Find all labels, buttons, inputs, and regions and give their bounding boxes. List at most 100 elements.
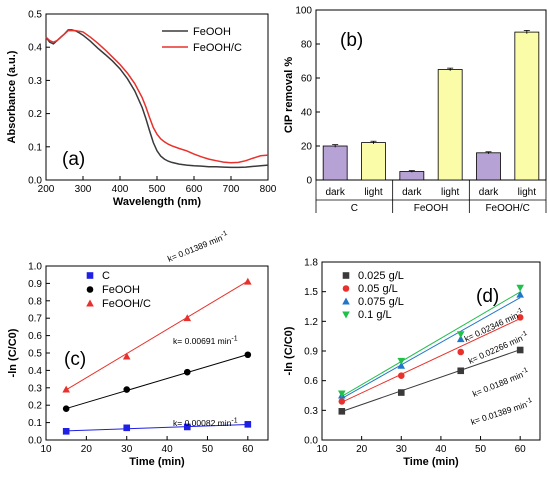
y-tick-label: 0.3 [28, 383, 42, 394]
y-tick-label: 0.9 [28, 279, 42, 290]
bar-3 [437, 69, 463, 181]
k-annotation-0: k= 0.01389 min-1 [469, 397, 534, 427]
data-point-1-0 [62, 405, 70, 412]
x-tick-label: 600 [186, 184, 203, 195]
y-tick-label: 40 [301, 108, 313, 119]
x-tick-label: 300 [75, 184, 92, 195]
group-label-0: C [351, 203, 358, 214]
y-tick-label: 0.0 [28, 436, 42, 447]
x-tick-label: 400 [112, 184, 129, 195]
y-tick-label: 0.9 [304, 347, 318, 358]
x-tick-label: 200 [38, 184, 55, 195]
data-point-2-1 [122, 352, 131, 360]
y-tick-label: 0.5 [28, 349, 42, 360]
group-label-1: FeOOH [414, 203, 448, 214]
y-tick-label: 0.5 [28, 10, 42, 21]
x-axis-label: Wavelength (nm) [113, 196, 202, 208]
data-point-0-1 [397, 389, 405, 396]
legend-marker-0 [342, 272, 350, 279]
y-tick-label: 100 [295, 6, 312, 17]
data-point-1-2 [183, 368, 191, 376]
fit-line-0 [341, 349, 521, 412]
fit-line-0 [66, 423, 248, 432]
legend-marker-2 [86, 299, 94, 307]
bar-1 [361, 142, 386, 181]
x-tick-label: 20 [356, 444, 368, 455]
data-point-0-0 [62, 428, 70, 435]
y-tick-label: 0.8 [28, 296, 42, 307]
y-tick-label: 0.7 [28, 314, 42, 325]
y-tick-label: 0.3 [28, 76, 42, 87]
x-tick-label: 800 [260, 184, 277, 195]
k-annotation-2: k= 0.01389 min-1 [166, 230, 230, 264]
y-tick-label: 0.2 [28, 401, 42, 412]
legend-label-1: 0.05 g/L [358, 283, 398, 295]
legend-label-2: 0.075 g/L [358, 296, 404, 308]
legend-label-1: FeOOH [102, 284, 140, 296]
legend-label-1: FeOOH/C [193, 42, 242, 54]
y-tick-label: 1.5 [304, 287, 318, 298]
y-tick-label: 0.4 [28, 43, 42, 54]
data-point-0-3 [516, 346, 524, 354]
y-axis-label: -ln (C/C0) [283, 326, 295, 375]
y-tick-label: 0.0 [28, 176, 42, 187]
category-label-0: dark [325, 187, 345, 198]
x-tick-label: 30 [121, 444, 133, 455]
group-label-2: FeOOH/C [485, 203, 529, 214]
superscript: -1 [521, 367, 529, 376]
superscript: -1 [525, 397, 533, 406]
fit-line-1 [66, 353, 248, 410]
category-label-3: light [441, 187, 460, 198]
legend-label-0: FeOOH [193, 26, 231, 38]
k-annotation-1: k= 0.0188 min-1 [471, 367, 531, 399]
x-tick-label: 700 [223, 184, 240, 195]
y-tick-label: 0.6 [304, 376, 318, 387]
data-point-2-3 [244, 277, 252, 285]
data-point-1-3 [516, 314, 524, 321]
k-annotation-1: k= 0.00691 min-1 [173, 336, 238, 347]
fit-line-2 [341, 297, 521, 399]
x-tick-label: 500 [149, 184, 166, 195]
fit-line-3 [341, 291, 521, 397]
superscript: -1 [515, 307, 524, 316]
y-axis-label: CIP removal % [283, 57, 295, 133]
data-point-2-0 [62, 385, 70, 393]
legend-label-0: 0.025 g/L [358, 270, 404, 282]
plot-frame [315, 9, 547, 181]
data-point-3-3 [516, 284, 524, 292]
x-axis-label: Time (min) [129, 456, 185, 468]
legend-label-3: 0.1 g/L [358, 309, 392, 321]
x-tick-label: 40 [435, 444, 447, 455]
y-tick-label: 0.4 [28, 366, 42, 377]
data-point-2-3 [516, 290, 524, 298]
data-point-0-2 [183, 423, 191, 431]
panel-label: (d) [476, 286, 499, 307]
legend-marker-0 [86, 272, 94, 279]
panel-label-a: (a) [62, 149, 85, 170]
superscript: -1 [231, 418, 237, 425]
y-tick-label: 1.8 [304, 258, 318, 269]
x-tick-label: 10 [40, 444, 52, 455]
data-point-3-2 [456, 331, 465, 339]
x-tick-label: 60 [515, 444, 527, 455]
bar-0 [322, 145, 348, 181]
y-axis-label: Absorbance (a.u.) [6, 50, 18, 143]
category-label-4: dark [479, 187, 499, 198]
y-tick-label: 1.2 [304, 317, 318, 328]
superscript: -1 [231, 336, 237, 343]
y-tick-label: 0.3 [304, 406, 318, 417]
x-tick-label: 10 [316, 444, 328, 455]
fit-line-2 [65, 280, 249, 391]
data-point-0-3 [244, 421, 252, 428]
legend-marker-3 [342, 311, 350, 319]
legend-marker-1 [86, 286, 94, 293]
x-tick-label: 30 [396, 444, 408, 455]
legend-label-0: C [102, 270, 110, 282]
panel-label: (c) [64, 349, 86, 370]
data-point-1-1 [397, 372, 405, 380]
data-point-1-3 [244, 351, 252, 359]
data-point-3-0 [338, 390, 346, 398]
data-point-0-0 [338, 408, 346, 415]
superscript: -1 [220, 230, 228, 239]
data-point-1-0 [338, 398, 346, 405]
